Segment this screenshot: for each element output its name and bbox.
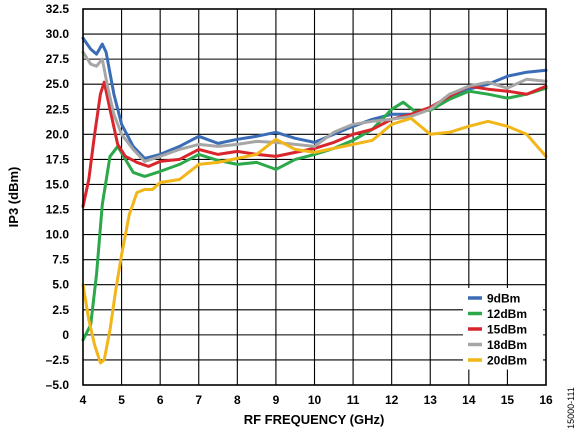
legend-label: 15dBm [487, 323, 527, 337]
y-tick-label: 10.0 [46, 228, 70, 242]
y-tick-label: 32.5 [46, 2, 70, 16]
y-tick-label: 27.5 [46, 52, 70, 66]
x-tick-label: 10 [308, 393, 322, 407]
x-tick-label: 4 [80, 393, 87, 407]
series-line-18dBm [81, 50, 548, 163]
x-tick-label: 7 [195, 393, 202, 407]
x-tick-label: 8 [234, 393, 241, 407]
y-tick-label: –2.5 [46, 353, 70, 367]
x-tick-label: 12 [385, 393, 399, 407]
legend-label: 18dBm [487, 338, 527, 352]
x-tick-label: 5 [118, 393, 125, 407]
y-tick-label: 20.0 [46, 127, 70, 141]
x-axis-label: RF FREQUENCY (GHz) [244, 412, 385, 427]
y-tick-label: 7.5 [52, 253, 69, 267]
y-axis-label: IP3 (dBm) [6, 167, 21, 228]
series-line-20dBm [81, 116, 548, 365]
y-tick-label: 17.5 [46, 152, 70, 166]
y-tick-labels: –5.0 –2.5 0 2.5 5.0 7.5 10.0 12.5 15.0 17.5 20.0 22… [46, 2, 70, 392]
y-tick-label: 2.5 [52, 303, 69, 317]
x-tick-label: 9 [273, 393, 280, 407]
y-tick-label: 25.0 [46, 77, 70, 91]
y-tick-label: 12.5 [46, 203, 70, 217]
x-tick-label: 14 [462, 393, 476, 407]
y-tick-label: 0 [62, 328, 69, 342]
y-tick-label: 22.5 [46, 102, 70, 116]
x-tick-label: 16 [539, 393, 553, 407]
legend-label: 20dBm [487, 354, 527, 368]
series-layer [81, 36, 548, 365]
y-tick-label: –5.0 [46, 378, 70, 392]
y-tick-label: 30.0 [46, 27, 70, 41]
x-tick-label: 13 [424, 393, 438, 407]
x-tick-label: 11 [347, 393, 360, 407]
y-tick-label: 15.0 [46, 177, 70, 191]
x-tick-labels: 4 5 6 7 8 9 10 11 12 13 14 15 16 [80, 393, 553, 407]
x-tick-label: 15 [501, 393, 515, 407]
legend-label: 9dBm [487, 292, 520, 306]
x-tick-label: 6 [157, 393, 164, 407]
y-tick-label: 5.0 [52, 278, 69, 292]
legend-label: 12dBm [487, 307, 527, 321]
plot-frame [82, 8, 547, 386]
figure-id: 15000-111 [566, 387, 576, 429]
